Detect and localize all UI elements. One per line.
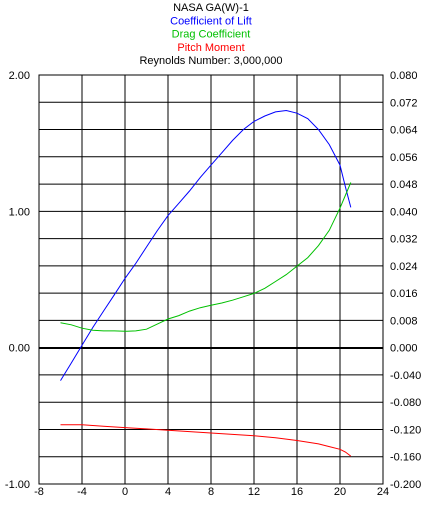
- y-right-tick-label: 0.080: [390, 70, 418, 82]
- chart-title-line: Pitch Moment: [177, 42, 244, 54]
- x-tick-label: 16: [291, 486, 303, 498]
- y-left-tick-label: 2.00: [9, 70, 30, 82]
- y-right-tick-label: 0.032: [390, 234, 418, 246]
- y-left-tick-label: 1.00: [9, 206, 30, 218]
- y-right-tick-label: 0.016: [390, 288, 418, 300]
- y-left-tick-label: -1.00: [5, 479, 30, 491]
- chart-title-line: Reynolds Number: 3,000,000: [139, 55, 282, 67]
- x-tick-label: -8: [34, 486, 44, 498]
- x-tick-label: -4: [77, 486, 87, 498]
- x-tick-label: 4: [165, 486, 171, 498]
- series-line-pitch-moment: [60, 424, 352, 457]
- y-right-tick-label: 0.000: [390, 343, 418, 355]
- x-tick-label: 12: [248, 486, 260, 498]
- y-right-tick-label: 0.048: [390, 179, 418, 191]
- y-right-tick-label: 0.072: [390, 97, 418, 109]
- y-right-tick-label: 0.056: [390, 152, 418, 164]
- y-right-tick-label: -0.040: [390, 370, 421, 382]
- series-line-coefficient-of-lift: [60, 109, 352, 381]
- y-right-tick-label: -0.160: [390, 452, 421, 464]
- y-right-tick-label: -0.200: [390, 479, 421, 491]
- y-left-tick-label: 0.00: [9, 343, 30, 355]
- chart-title-line: Drag Coefficient: [172, 29, 251, 41]
- x-tick-label: 24: [377, 486, 389, 498]
- y-right-tick-label: -0.120: [390, 424, 421, 436]
- y-right-tick-label: 0.024: [390, 261, 418, 273]
- series-line-drag-coefficient: [60, 182, 352, 332]
- y-right-tick-label: -0.080: [390, 397, 421, 409]
- x-tick-label: 20: [334, 486, 346, 498]
- y-right-tick-label: 0.008: [390, 315, 418, 327]
- chart-title-line: Coefficient of Lift: [170, 15, 252, 27]
- y-right-tick-label: 0.064: [390, 125, 418, 137]
- x-tick-label: 8: [208, 486, 214, 498]
- chart-title-line: NASA GA(W)-1: [173, 2, 249, 14]
- y-right-tick-label: 0.040: [390, 206, 418, 218]
- x-tick-label: 0: [122, 486, 128, 498]
